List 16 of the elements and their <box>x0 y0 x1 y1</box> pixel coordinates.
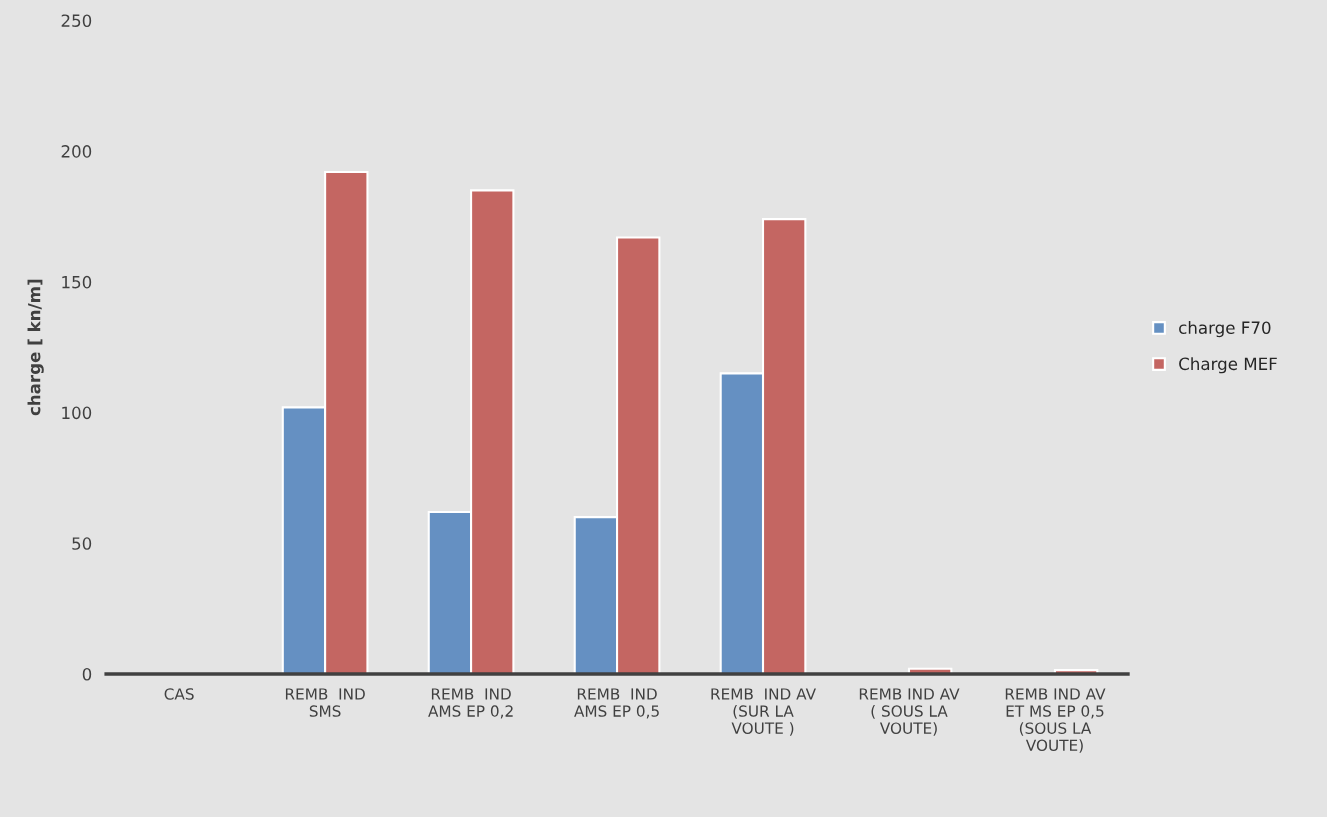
y-tick-label: 200 <box>61 145 92 158</box>
y-axis-title: charge [ kn/m] <box>27 279 44 416</box>
x-tick-label: REMB IND AMS EP 0,5 <box>574 688 659 719</box>
y-tick-label: 50 <box>72 537 92 550</box>
y-tick-label: 0 <box>82 667 92 681</box>
x-tick-label: REMB IND AMS EP 0,2 <box>428 688 513 719</box>
legend-label: charge F70 <box>1179 321 1271 338</box>
x-tick-label: REMB IND SMS <box>285 688 365 717</box>
x-tick-label: CAS <box>164 688 194 700</box>
y-tick-label: 100 <box>62 406 92 420</box>
legend-label: Charge MEF <box>1179 357 1277 374</box>
x-tick-label: REMB IND AV ( SOUS LA VOUTE) <box>859 688 960 736</box>
y-tick-label: 150 <box>62 275 92 289</box>
y-tick-label: 250 <box>61 14 92 27</box>
x-tick-label: REMB IND AV (SUR LA VOUTE ) <box>711 688 816 736</box>
x-tick-label: REMB IND AV ET MS EP 0,5 (SOUS LA VOUTE) <box>1005 688 1106 753</box>
